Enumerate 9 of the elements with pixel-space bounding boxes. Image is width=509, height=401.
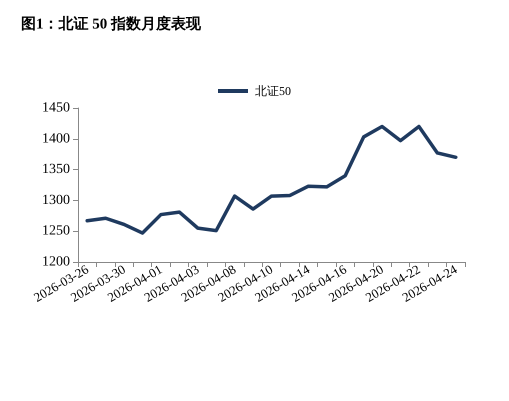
y-tick-label: 1250 [42, 224, 70, 239]
chart-title: 图1：北证 50 指数月度表现 [21, 14, 202, 32]
y-tick-label: 1300 [42, 192, 70, 208]
y-tick-label: 1400 [42, 131, 70, 146]
y-tick-label: 1200 [42, 254, 70, 270]
line-series [85, 124, 458, 235]
y-tick-label: 1450 [42, 100, 70, 116]
legend-label: 北证50 [255, 84, 291, 98]
y-tick-label: 1350 [42, 162, 70, 178]
